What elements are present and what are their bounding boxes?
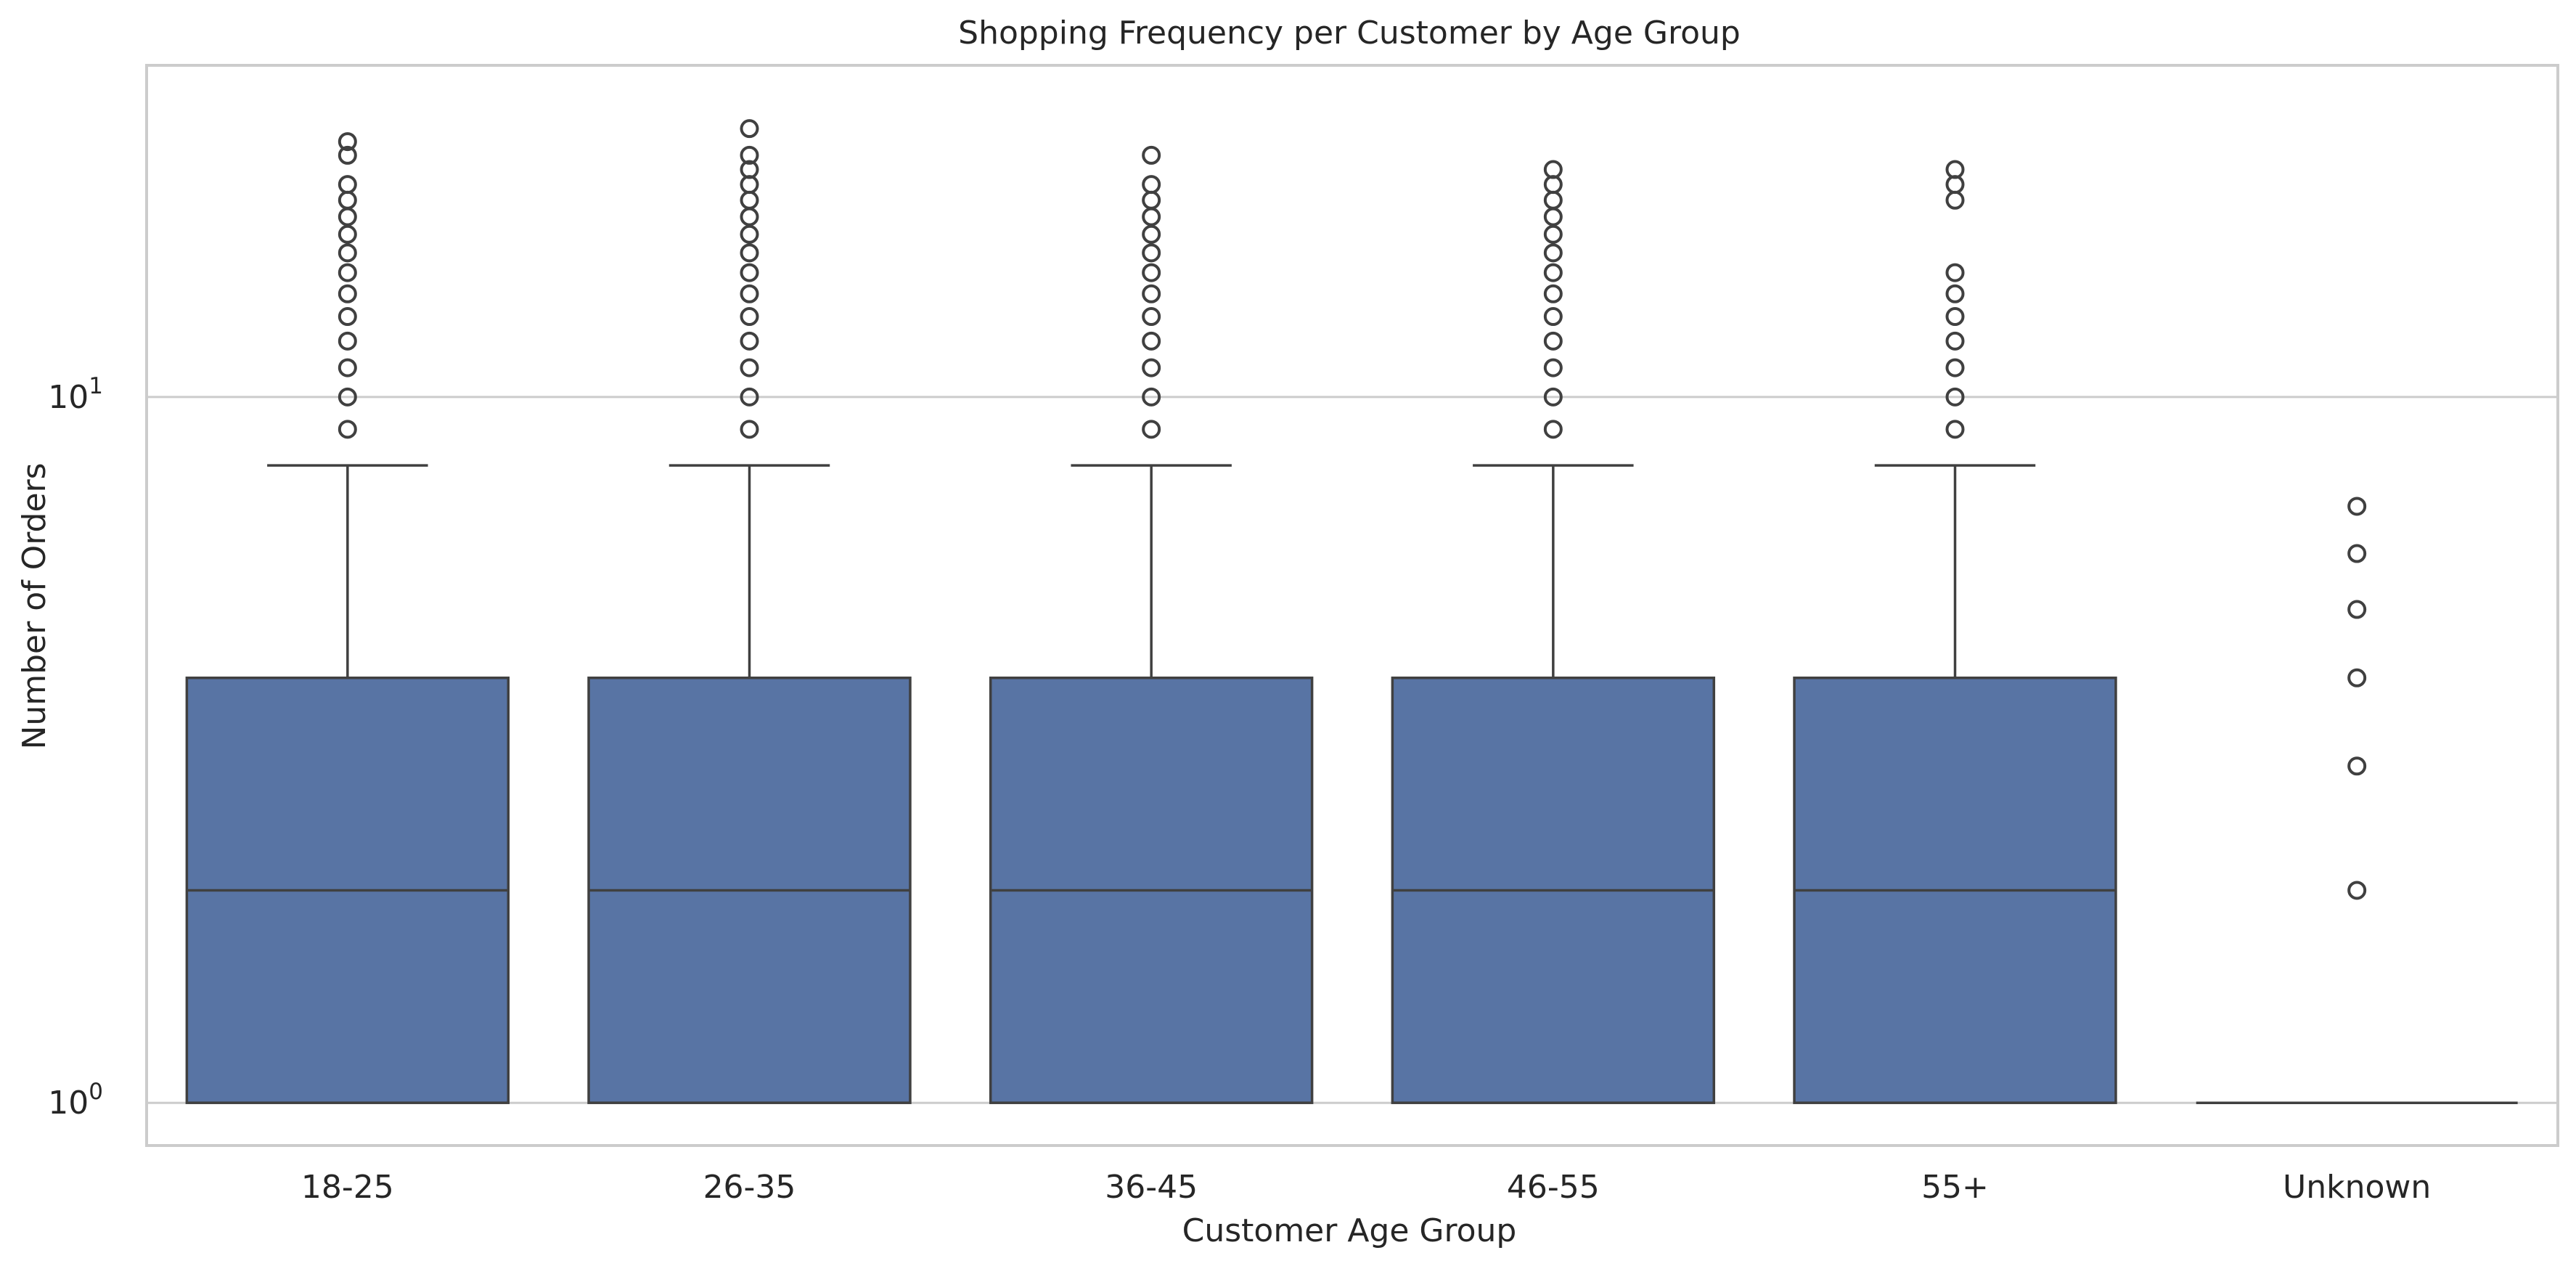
outlier-point (2347, 544, 2367, 563)
outlier-point (338, 331, 357, 351)
outlier-point (1945, 284, 1965, 303)
outlier-point (740, 160, 759, 179)
box-46-55 (1391, 160, 1716, 1104)
outlier-point (1142, 284, 1161, 303)
outlier-point (740, 284, 759, 303)
outlier-point (740, 119, 759, 139)
outlier-point (740, 387, 759, 407)
outlier-point (740, 263, 759, 282)
outlier-point (1543, 263, 1563, 282)
x-tick-label: 55+ (1921, 1169, 1989, 1206)
outlier-point (740, 307, 759, 327)
outlier-point (1142, 331, 1161, 351)
outlier-point (338, 132, 357, 152)
outlier-point (740, 358, 759, 377)
outlier-point (2347, 497, 2367, 516)
y-tick-labels: 100 101 (48, 373, 103, 1122)
outlier-point (1142, 307, 1161, 327)
outlier-point (1543, 284, 1563, 303)
outlier-point (1945, 358, 1965, 377)
outlier-point (1543, 243, 1563, 263)
outlier-point (2347, 668, 2367, 687)
box-26-35 (587, 119, 912, 1104)
y-axis-label: Number of Orders (16, 462, 53, 749)
outlier-point (338, 263, 357, 282)
outlier-point (740, 331, 759, 351)
outlier-point (338, 420, 357, 439)
outlier-point (740, 145, 759, 165)
outlier-point (1142, 243, 1161, 263)
outlier-point (1543, 358, 1563, 377)
outlier-point (1543, 387, 1563, 407)
plot-frame (145, 64, 2559, 1147)
chart-title: Shopping Frequency per Customer by Age G… (958, 15, 1741, 52)
outlier-point (740, 420, 759, 439)
box-unknown (2196, 497, 2518, 1104)
outlier-point (1142, 224, 1161, 244)
outlier-point (338, 387, 357, 407)
outlier-point (1543, 307, 1563, 327)
box-series (185, 119, 2518, 1104)
outlier-point (1142, 263, 1161, 282)
box-55plus (1793, 160, 2117, 1104)
outlier-point (1142, 145, 1161, 165)
outlier-point (1543, 420, 1563, 439)
outlier-point (1142, 175, 1161, 195)
outlier-point (1945, 387, 1965, 407)
x-axis-label: Customer Age Group (1182, 1212, 1517, 1249)
outlier-point (1142, 420, 1161, 439)
box-36-45 (989, 145, 1314, 1104)
outlier-point (1142, 358, 1161, 377)
outlier-point (338, 284, 357, 303)
outlier-point (2347, 756, 2367, 776)
y-tick-label: 101 (48, 373, 103, 416)
box-18-25 (185, 132, 510, 1104)
grid-lines (147, 396, 2558, 1104)
outlier-point (1945, 307, 1965, 327)
outlier-point (1543, 224, 1563, 244)
x-tick-label: 18-25 (301, 1169, 394, 1206)
y-tick-label: 100 (48, 1079, 103, 1122)
x-tick-label: 26-35 (703, 1169, 796, 1206)
outlier-point (338, 224, 357, 244)
outlier-point (338, 175, 357, 195)
outlier-point (1945, 331, 1965, 351)
outlier-point (1945, 263, 1965, 282)
x-tick-label: Unknown (2283, 1169, 2431, 1206)
outlier-point (1945, 160, 1965, 179)
outlier-point (740, 224, 759, 244)
outlier-point (338, 358, 357, 377)
outlier-point (1543, 331, 1563, 351)
outlier-point (338, 307, 357, 327)
outlier-point (1945, 420, 1965, 439)
outlier-point (338, 243, 357, 263)
outlier-point (1142, 387, 1161, 407)
outlier-point (338, 145, 357, 165)
outlier-point (1543, 160, 1563, 179)
x-tick-label: 46-55 (1507, 1169, 1600, 1206)
x-tick-label: 36-45 (1105, 1169, 1198, 1206)
outlier-point (2347, 881, 2367, 900)
outlier-point (740, 243, 759, 263)
x-tick-labels: 18-25 26-35 36-45 46-55 55+ Unknown (301, 1169, 2431, 1206)
outlier-point (2347, 600, 2367, 619)
